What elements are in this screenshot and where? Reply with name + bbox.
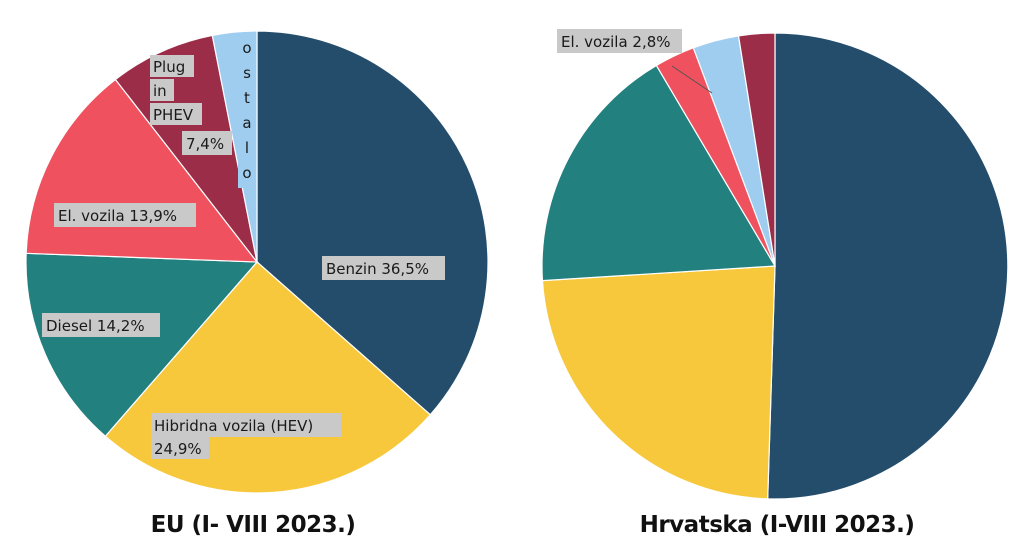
eu-label-phev-line4: 7,4%	[186, 135, 224, 153]
eu-label-phev-line1: Plug	[153, 58, 185, 76]
eu-pie-slices	[25, 30, 489, 494]
eu-label-diesel: Diesel 14,2%	[42, 313, 160, 337]
hr-slice-0	[767, 32, 1009, 500]
eu-label-el-text: El. vozila 13,9%	[58, 207, 177, 225]
eu-ostalo-letter: t	[244, 89, 250, 107]
eu-ostalo-label-bg	[238, 38, 256, 188]
eu-label-el: El. vozila 13,9%	[54, 203, 196, 227]
hr-slice-1	[541, 265, 776, 500]
eu-label-benzin-text: Benzin 36,5%	[326, 260, 429, 278]
eu-label-benzin: Benzin 36,5%	[322, 256, 445, 280]
eu-ostalo-letter: s	[243, 64, 251, 82]
hr-label-el-text: El. vozila 2,8%	[561, 33, 671, 51]
eu-chart-title: EU (I- VIII 2023.)	[151, 512, 356, 538]
hr-slice-5	[737, 32, 776, 267]
hr-label-el: El. vozila 2,8%	[557, 29, 682, 53]
hr-pie-slices	[541, 32, 1009, 500]
eu-ostalo-letter: a	[242, 114, 251, 132]
eu-label-hev: Hibridna vozila (HEV) 24,9%	[151, 413, 341, 459]
hr-pie-chart: El. vozila 2,8% Hrvatska (I-VIII 2023.)	[541, 29, 1009, 538]
eu-ostalo-letter: l	[245, 139, 249, 157]
eu-label-hev-line2: 24,9%	[154, 440, 202, 458]
hr-chart-title: Hrvatska (I-VIII 2023.)	[640, 512, 915, 538]
eu-label-phev-line2: in	[153, 82, 167, 100]
eu-label-hev-line1: Hibridna vozila (HEV)	[154, 417, 313, 435]
eu-slice-0	[256, 30, 489, 416]
eu-label-diesel-text: Diesel 14,2%	[46, 317, 145, 335]
eu-slice-2	[25, 252, 259, 438]
eu-label-phev: Plug in PHEV 7,4%	[150, 55, 232, 155]
eu-ostalo-letter: o	[242, 39, 251, 57]
eu-label-phev-line3: PHEV	[153, 106, 194, 124]
eu-pie-chart: Benzin 36,5% Hibridna vozila (HEV) 24,9%…	[25, 30, 489, 538]
hr-slice-2	[541, 64, 777, 282]
hr-label-el-leader-line	[671, 65, 713, 94]
eu-ostalo-letter: o	[242, 164, 251, 182]
